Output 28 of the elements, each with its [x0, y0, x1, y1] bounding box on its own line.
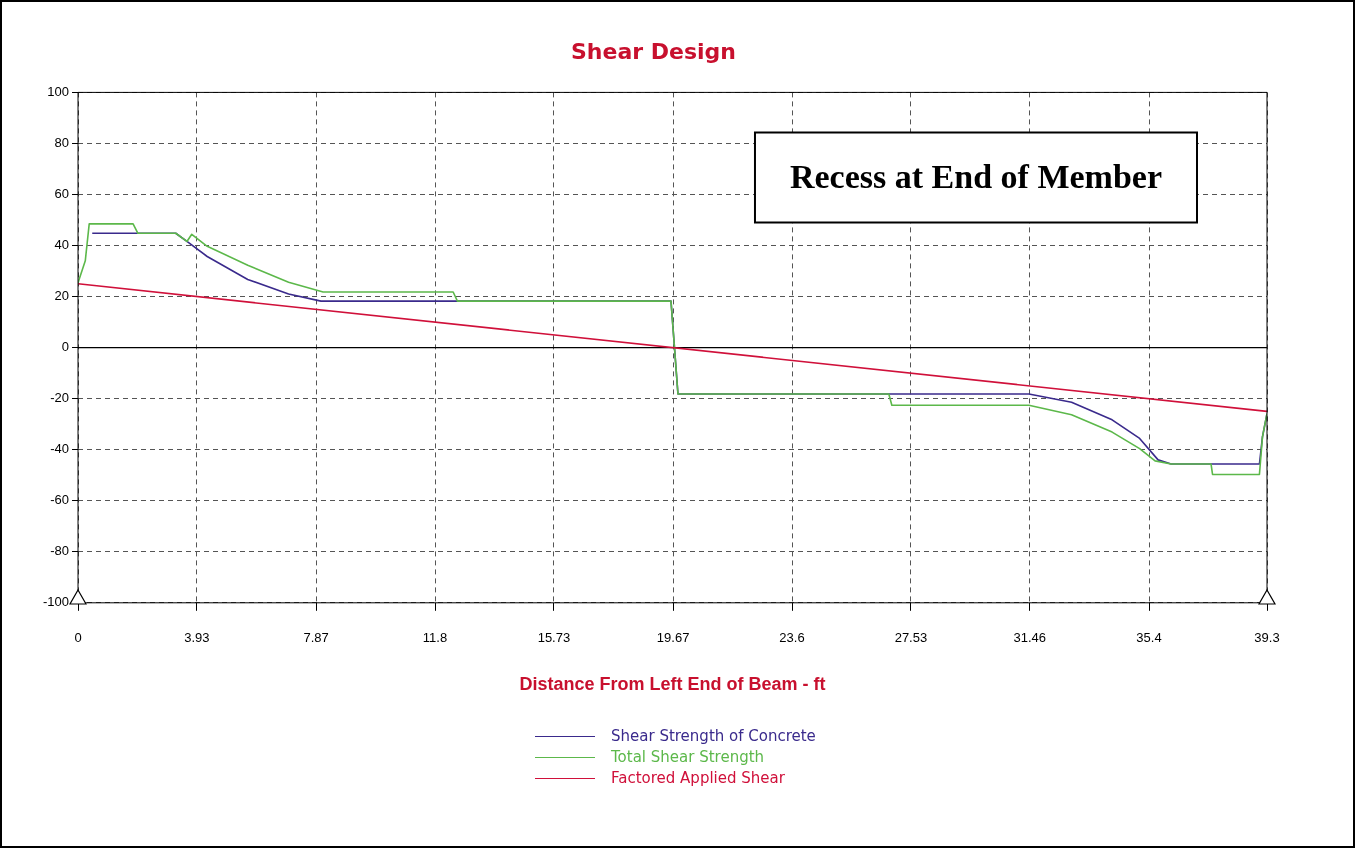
y-tick-label: 60 — [54, 186, 70, 202]
x-tick-label: 23.6 — [779, 630, 805, 646]
y-tick-label: -80 — [50, 543, 70, 559]
x-tick-label: 39.3 — [1254, 630, 1280, 646]
y-tick-label: 20 — [54, 288, 70, 304]
legend-label: Shear Strength of Concrete — [611, 726, 816, 747]
x-axis-title: Distance From Left End of Beam - ft — [519, 674, 826, 695]
chart-title: Shear Design — [570, 38, 737, 64]
x-tick-label: 7.87 — [303, 630, 329, 646]
annotation: Recess at End of Member — [789, 158, 1162, 196]
x-tick-label: 31.46 — [1013, 630, 1047, 646]
y-tick-label: -20 — [50, 390, 70, 406]
y-tick-label: 0 — [61, 339, 70, 355]
x-tick-label: 15.73 — [537, 630, 571, 646]
x-tick-label: 11.8 — [422, 630, 448, 646]
y-tick-label: 80 — [54, 135, 70, 151]
x-tick-label: 27.53 — [894, 630, 928, 646]
x-tick-label: 35.4 — [1136, 630, 1162, 646]
y-tick-label: -100 — [42, 594, 70, 610]
y-tick-label: -60 — [50, 492, 70, 508]
x-tick-label: 3.93 — [184, 630, 210, 646]
legend-label: Factored Applied Shear — [611, 768, 785, 789]
y-tick-label: 100 — [47, 83, 70, 99]
y-tick-label: 40 — [54, 237, 70, 253]
x-tick-label: 0 — [74, 630, 82, 646]
legend-label: Total Shear Strength — [611, 747, 765, 768]
y-tick-label: -40 — [50, 441, 70, 457]
x-tick-label: 19.67 — [656, 630, 690, 646]
